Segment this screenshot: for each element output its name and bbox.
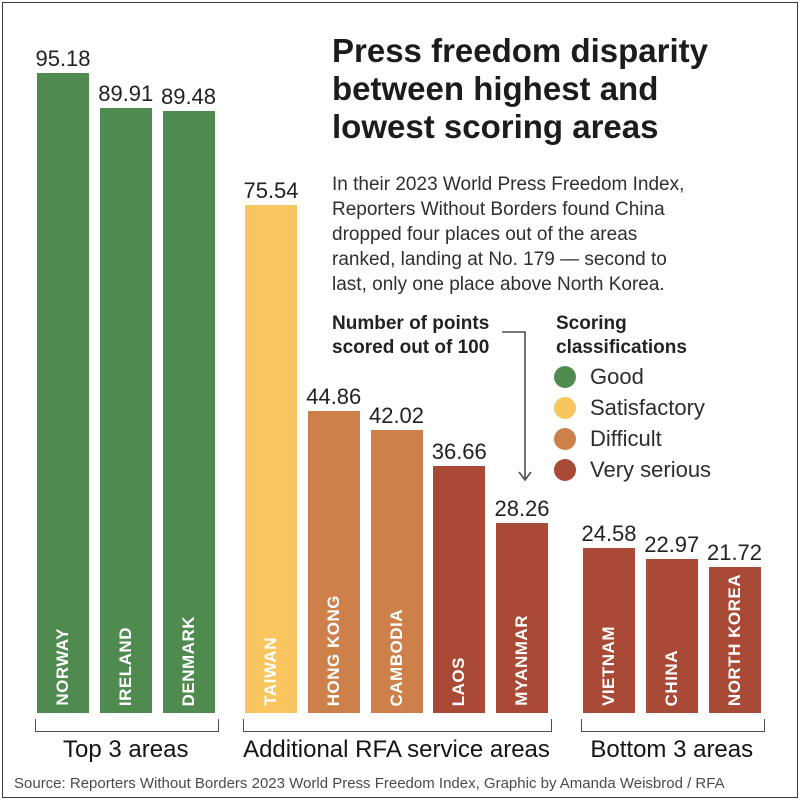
bar-vietnam: VIETNAM — [583, 548, 635, 713]
bar-value-label: 21.72 — [706, 540, 763, 565]
bar-norway: NORWAY — [37, 73, 89, 713]
bar-area-label: NORWAY — [53, 628, 72, 706]
bar-area-label: TAIWAN — [261, 637, 280, 706]
legend-label: Good — [590, 364, 644, 389]
bar-north-korea: NORTH KOREA — [708, 567, 761, 713]
bar-ireland: IRELAND — [99, 108, 152, 713]
bar-area-label: VIETNAM — [599, 626, 618, 706]
legend-title: Scoring classifications — [556, 313, 687, 358]
bar-value-label: 75.54 — [243, 178, 299, 203]
bar-china: CHINA — [645, 559, 698, 713]
bar-laos: LAOS — [433, 466, 486, 713]
bar-value-label: 22.97 — [644, 532, 700, 557]
bar-area-label: DENMARK — [178, 615, 198, 706]
bar-taiwan: TAIWAN — [245, 205, 297, 713]
page-title: Press freedom disparity between highest … — [332, 32, 708, 145]
bar-value-label: 42.02 — [368, 403, 425, 428]
bar-value-label: 44.86 — [306, 384, 362, 409]
bar-value-label: 89.48 — [160, 84, 217, 109]
group-bracket — [243, 719, 552, 732]
bar-value-label: 89.91 — [98, 81, 154, 106]
bar-hong-kong: HONG KONG — [307, 411, 360, 713]
bar-area-label: MYANMAR — [512, 615, 531, 706]
group-label: Top 3 areas — [63, 736, 189, 763]
source-credit: Source: Reporters Without Borders 2023 W… — [14, 775, 725, 792]
bar-value-label: 36.66 — [431, 439, 487, 464]
axis-unit-note: Number of points scored out of 100 — [332, 313, 490, 358]
bar-myanmar: MYANMAR — [496, 523, 548, 713]
legend-label: Very serious — [590, 457, 712, 482]
legend-swatch-icon — [554, 459, 576, 481]
bar-value-label: 95.18 — [35, 46, 91, 71]
intro-paragraph: In their 2023 World Press Freedom Index,… — [332, 174, 685, 295]
legend-item-good: Good — [554, 364, 711, 389]
elbow-down-arrow-icon — [502, 331, 532, 482]
legend-item-very-serious: Very serious — [554, 457, 712, 482]
legend-item-satisfactory: Satisfactory — [554, 395, 711, 420]
bar-value-label: 24.58 — [581, 521, 637, 546]
bar-area-label: HONG KONG — [323, 594, 343, 706]
legend-swatch-icon — [554, 397, 576, 419]
legend-swatch-icon — [554, 428, 576, 450]
group-bracket — [581, 719, 765, 732]
legend-item-difficult: Difficult — [554, 426, 711, 451]
bar-area-label: LAOS — [449, 656, 469, 706]
bar-area-label: NORTH KOREA — [724, 573, 744, 706]
group-label: Bottom 3 areas — [590, 736, 754, 763]
bar-area-label: IRELAND — [115, 626, 135, 706]
bar-denmark: DENMARK — [162, 111, 215, 713]
group-bracket — [35, 719, 219, 732]
legend: Good Satisfactory Difficult Very serious — [554, 364, 712, 490]
group-label: Additional RFA service areas — [243, 736, 550, 763]
bar-cambodia: CAMBODIA — [370, 430, 423, 713]
bar-value-label: 28.26 — [494, 496, 550, 521]
bar-area-label: CHINA — [661, 649, 681, 706]
legend-label: Difficult — [590, 426, 662, 451]
bar-area-label: CAMBODIA — [386, 608, 406, 707]
legend-swatch-icon — [554, 366, 576, 388]
legend-label: Satisfactory — [590, 395, 705, 420]
